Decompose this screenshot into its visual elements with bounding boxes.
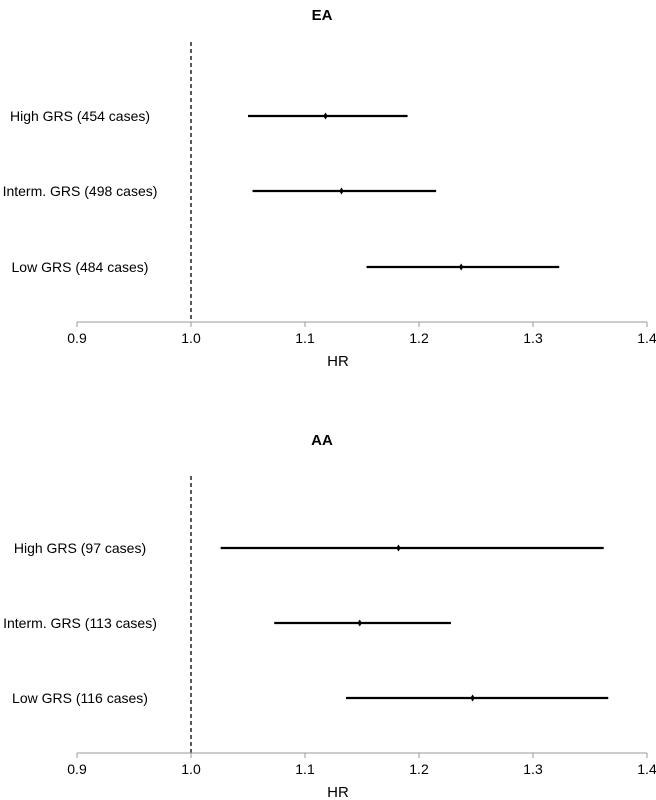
- panel-ea-tick-label-0: 0.9: [67, 330, 87, 346]
- panel-aa-point-estimate-0: [396, 544, 401, 552]
- panel-ea-row-label-2: Low GRS (484 cases): [12, 259, 149, 275]
- panel-aa-tick-label-5: 1.4: [637, 761, 656, 777]
- panel-ea-tick-label-5: 1.4: [637, 330, 656, 346]
- panel-aa-tick-label-2: 1.1: [295, 761, 315, 777]
- panel-aa-row-label-0: High GRS (97 cases): [14, 540, 146, 556]
- panel-ea-title: EA: [312, 7, 333, 24]
- panel-ea-row-label-1: Interm. GRS (498 cases): [3, 183, 158, 199]
- panel-ea-tick-label-4: 1.3: [523, 330, 543, 346]
- panel-aa: AA 0.9 1.0 1.1 1.2 1.3 1.4 HR High GRS (97 cases…: [3, 432, 656, 800]
- panel-ea: EA 0.9 1.0 1.1 1.2 1.3 1.4 HR High GRS (454 case…: [3, 7, 656, 370]
- panel-ea-point-estimate-2: [458, 263, 464, 271]
- panel-aa-tick-label-1: 1.0: [181, 761, 201, 777]
- panel-aa-point-estimate-2: [470, 694, 475, 702]
- panel-ea-tick-label-3: 1.2: [409, 330, 429, 346]
- panel-ea-tick-label-1: 1.0: [181, 330, 201, 346]
- panel-aa-tick-label-4: 1.3: [523, 761, 543, 777]
- panel-aa-title: AA: [311, 432, 333, 449]
- panel-aa-tick-label-3: 1.2: [409, 761, 429, 777]
- panel-ea-row-label-0: High GRS (454 cases): [10, 108, 150, 124]
- panel-ea-point-estimate-1: [339, 187, 344, 195]
- panel-aa-row-label-1: Interm. GRS (113 cases): [3, 615, 157, 631]
- panel-aa-point-estimate-1: [357, 619, 362, 627]
- panel-aa-row-label-2: Low GRS (116 cases): [12, 690, 148, 706]
- panel-aa-x-label: HR: [327, 784, 349, 800]
- panel-aa-tick-label-0: 0.9: [67, 761, 87, 777]
- panel-ea-tick-label-2: 1.1: [295, 330, 315, 346]
- panel-ea-point-estimate-0: [323, 112, 328, 120]
- panel-ea-x-label: HR: [327, 353, 349, 370]
